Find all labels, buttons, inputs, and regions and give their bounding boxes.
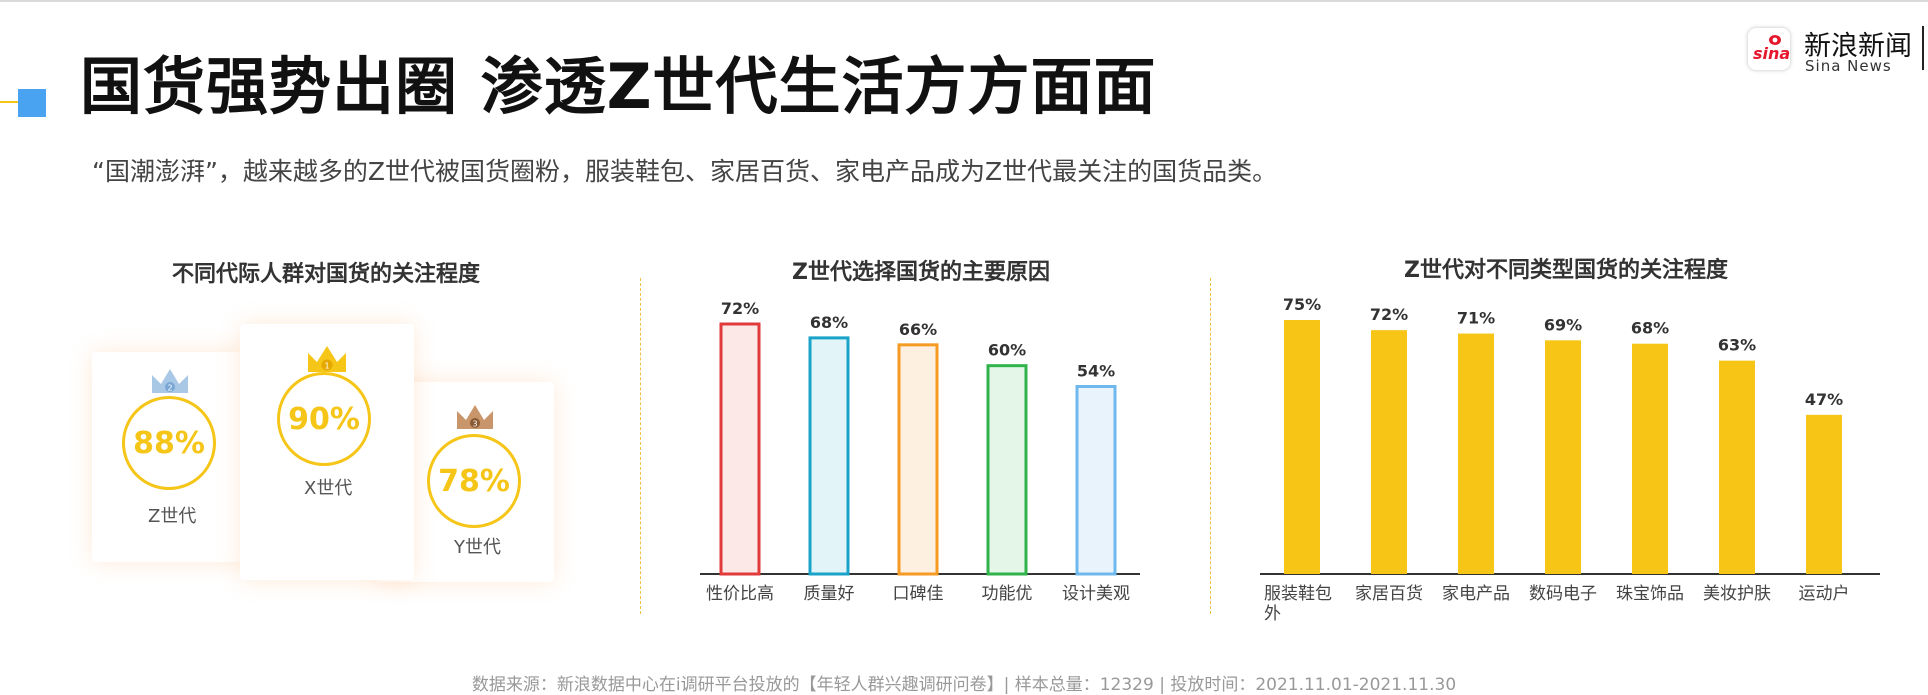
- sina-news-logo[interactable]: sina 新浪新闻 Sina News: [1748, 24, 1918, 75]
- panel-divider-1: [640, 278, 641, 614]
- data-label: 72%: [721, 299, 759, 318]
- top-divider: [0, 0, 1928, 2]
- bar: [897, 343, 939, 576]
- data-label: 75%: [1283, 295, 1321, 314]
- y-generation-label: Y世代: [454, 537, 501, 558]
- category-label: 珠宝饰品: [1616, 584, 1684, 604]
- category-label: 质量好: [804, 584, 855, 604]
- bar: [1545, 340, 1581, 574]
- category-label: 数码电子: [1529, 584, 1597, 604]
- data-label: 68%: [1631, 319, 1669, 338]
- logo-name-cn: 新浪新闻: [1804, 31, 1912, 62]
- silver-crown-icon: 2: [152, 369, 188, 393]
- z-generation-label: Z世代: [148, 506, 197, 527]
- panel-title-categories: Z世代对不同类型国货的关注程度: [1404, 258, 1728, 283]
- bar: [1371, 330, 1407, 574]
- page-title: 国货强势出圈 渗透Z世代生活方方面面: [80, 50, 1157, 123]
- gold-crown-icon: 1: [308, 346, 346, 372]
- bar: [986, 364, 1028, 576]
- x-generation-value: 90%: [288, 401, 360, 437]
- page-subtitle: “国潮澎湃”，越来越多的Z世代被国货圈粉，服装鞋包、家居百货、家电产品成为Z世代…: [92, 157, 1278, 186]
- x-generation-label: X世代: [304, 478, 353, 499]
- data-label: 54%: [1077, 362, 1115, 381]
- panel-divider-2: [1210, 278, 1211, 614]
- x-generation-ring: 90%: [277, 372, 371, 466]
- data-label: 69%: [1544, 315, 1582, 334]
- svg-text:2: 2: [167, 384, 172, 393]
- sina-eye-icon: sina: [1753, 35, 1790, 63]
- panel-title-generations: 不同代际人群对国货的关注程度: [172, 262, 481, 287]
- logo-name-en: Sina News: [1805, 57, 1892, 75]
- bar: [1458, 333, 1494, 574]
- bar: [719, 322, 761, 576]
- category-label: 家电产品: [1442, 584, 1510, 604]
- data-label: 71%: [1457, 309, 1495, 328]
- category-label: 设计美观: [1062, 584, 1130, 604]
- title-accent-square: [18, 89, 46, 117]
- svg-text:3: 3: [472, 420, 477, 429]
- bar: [1806, 414, 1842, 574]
- data-label: 60%: [988, 341, 1026, 360]
- z-generation-ring: 88%: [122, 396, 216, 490]
- data-label: 72%: [1370, 305, 1408, 324]
- data-label: 63%: [1718, 336, 1756, 355]
- bar: [1284, 320, 1320, 574]
- bar: [1075, 385, 1117, 576]
- panel-title-reasons: Z世代选择国货的主要原因: [792, 260, 1050, 285]
- bar: [1632, 343, 1668, 574]
- category-label: 运动户: [1799, 584, 1850, 604]
- data-label: 68%: [810, 313, 848, 332]
- data-label: 47%: [1805, 390, 1843, 409]
- z-generation-value: 88%: [133, 425, 205, 461]
- category-label: 性价比高: [706, 584, 774, 604]
- bar: [1719, 360, 1755, 574]
- y-generation-value: 78%: [438, 463, 510, 499]
- bar: [808, 336, 850, 576]
- sina-logo-text: sina: [1753, 44, 1790, 63]
- categories-bar-chart: 75% 服装鞋包外 72% 家居百货 71% 家电产品 69% 数码电子 68% 珠宝饰品 63% 美…: [1260, 295, 1880, 624]
- reasons-bar-chart: 72% 性价比高 68% 质量好 66% 口碑佳 60% 功能优 54% 设计美观: [700, 299, 1140, 604]
- category-label: 美妆护肤: [1703, 584, 1771, 604]
- sina-logo-icon: sina: [1748, 28, 1790, 70]
- data-label: 66%: [899, 320, 937, 339]
- category-label: 家居百货: [1355, 584, 1423, 604]
- category-label: 功能优: [982, 584, 1033, 604]
- category-label: 服装鞋包外: [1264, 584, 1332, 624]
- svg-text:1: 1: [324, 362, 329, 371]
- bronze-crown-icon: 3: [457, 405, 493, 429]
- data-source-note: 数据来源：新浪数据中心在i调研平台投放的【年轻人群兴趣调研问卷】| 样本总量：1…: [471, 675, 1457, 695]
- category-label: 口碑佳: [893, 584, 944, 604]
- logo-separator: [1922, 26, 1924, 70]
- y-generation-ring: 78%: [427, 434, 521, 528]
